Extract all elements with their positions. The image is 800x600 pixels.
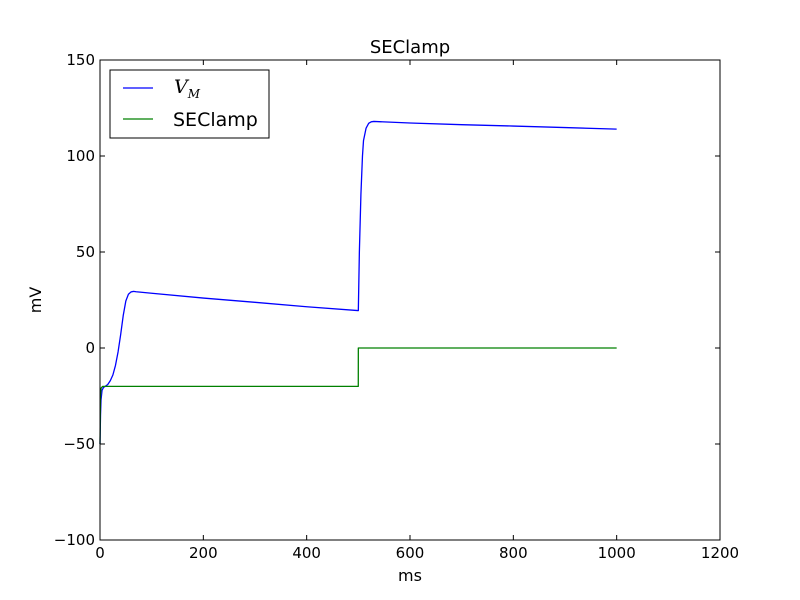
x-tick-label: 200 bbox=[189, 544, 218, 562]
y-tick-label: −100 bbox=[54, 531, 95, 549]
tick-labels: 0 200 400 600 800 1000 1200 −100 −50 0 50 100 150 bbox=[54, 51, 739, 562]
y-tick-label: 0 bbox=[85, 339, 95, 357]
x-tick-label: 1200 bbox=[701, 544, 739, 562]
legend: VM SEClamp bbox=[109, 69, 270, 139]
y-tick-label: 50 bbox=[76, 243, 95, 261]
x-tick-label: 0 bbox=[95, 544, 105, 562]
legend-label-seclamp: SEClamp bbox=[173, 109, 258, 131]
x-tick-label: 600 bbox=[396, 544, 425, 562]
x-tick-label: 1000 bbox=[598, 544, 636, 562]
y-tick-label: 150 bbox=[66, 51, 95, 69]
x-axis-title: ms bbox=[398, 566, 422, 585]
legend-box bbox=[109, 69, 270, 139]
x-tick-label: 400 bbox=[292, 544, 321, 562]
y-tick-label: 100 bbox=[66, 147, 95, 165]
chart-title: SEClamp bbox=[370, 37, 450, 58]
series-line-vm bbox=[99, 120, 617, 445]
legend-label-vm: VM bbox=[174, 76, 201, 101]
x-tick-label: 800 bbox=[499, 544, 528, 562]
y-axis-title: mV bbox=[26, 287, 45, 314]
y-tick-label: −50 bbox=[63, 435, 95, 453]
axis-ticks bbox=[99, 59, 721, 541]
